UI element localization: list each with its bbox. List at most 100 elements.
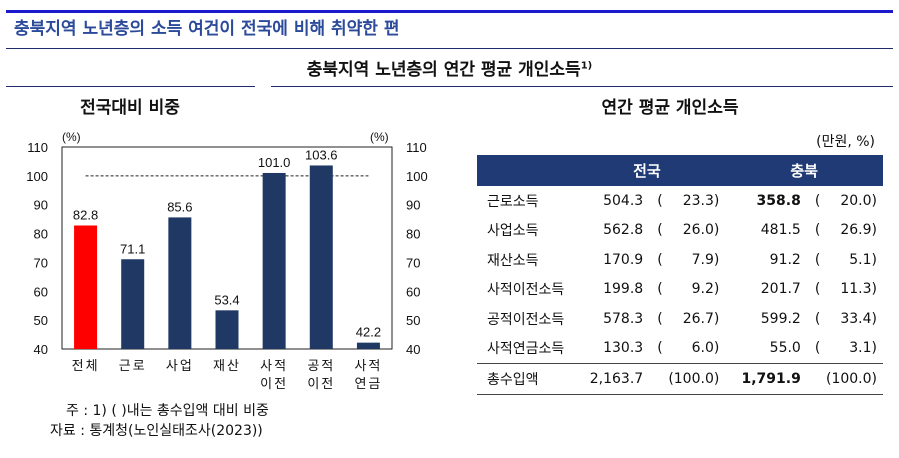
y-tick-right: 40 [406,342,420,357]
chungbuk-share: (100.0) [800,363,883,395]
y-tick-left: 80 [34,227,48,242]
y-tick-right: 110 [406,140,427,155]
chart-source: 자료 : 통계청(노인실태조사(2023)) [50,423,263,439]
table-row: 사적연금소득 130.3 (6.0) 55.0 (3.1) [477,334,883,364]
data-label: 101.0 [258,155,291,170]
data-label: 42.2 [356,325,381,340]
y-tick-left: 70 [34,255,48,270]
row-label: 총수입액 [477,363,569,395]
row-label: 사업소득 [487,223,539,240]
table-row-total: 총수입액 2,163.7 (100.0) 1,791.9 (100.0) [477,363,883,395]
chungbuk-value: 599.2 [760,310,801,327]
national-share-value: 7.9 [691,251,714,268]
x-tick-label: 사적 [260,358,288,373]
figure-title: 충북지역 노년층의 연간 평균 개인소득1) [0,55,899,80]
y-tick-right: 80 [406,227,420,242]
income-table: 전국 충북 근로소득 504.3 (23.3) 358.8 (20.0) 사업소… [477,155,883,395]
data-label: 82.8 [73,207,98,222]
data-label: 85.6 [167,199,192,214]
header-chungbuk: 충북 [725,155,883,186]
chungbuk-value: 1,791.9 [725,363,801,395]
chungbuk-value: 481.5 [760,222,801,239]
chungbuk-share: (11.3) [814,281,877,298]
chungbuk-value: 91.2 [769,251,801,268]
table-unit: (만원, %) [816,134,875,150]
data-label: 53.4 [214,292,239,307]
table-row: 사적이전소득 199.8 (9.2) 201.7 (11.3) [477,275,883,305]
chungbuk-share: (26.9) [814,222,877,239]
table-row: 공적이전소득 578.3 (26.7) 599.2 (33.4) [477,304,883,334]
bar-0 [74,225,98,349]
national-share: (9.2) [657,281,720,298]
national-value: 504.3 [603,192,644,209]
x-tick-label: 사업 [166,358,194,373]
header-national: 전국 [568,155,726,186]
national-share: (26.0) [657,222,720,239]
table-row: 사업소득 562.8 (26.0) 481.5 (26.9) [477,216,883,246]
national-value: 199.8 [603,281,644,298]
x-tick-label: 근로 [119,358,147,373]
row-label: 재산소득 [487,252,539,269]
y-tick-left: 110 [27,140,48,155]
bar-5 [309,165,333,349]
chungbuk-share-value: 20.0 [840,192,872,209]
top-rule [6,10,893,13]
y-tick-left: 50 [34,313,48,328]
national-share: (7.9) [657,251,720,268]
chungbuk-value: 358.8 [756,192,801,209]
header-blank [477,155,569,186]
chart-title: 전국대비 비중 [80,98,180,118]
national-share: (23.3) [657,192,720,209]
footnote-marker: 1) [580,60,593,72]
chungbuk-share: (33.4) [814,310,877,327]
national-share: (26.7) [657,310,720,327]
row-label: 사적연금소득 [487,341,565,358]
chungbuk-share-value: 26.9 [840,222,872,239]
x-tick-label: 공적 [307,358,335,373]
chungbuk-share-value: 3.1 [849,340,872,357]
figure-title-text: 충북지역 노년층의 연간 평균 개인소득 [306,60,581,80]
chart-note: 주 : 1) ( )내는 총수입액 대비 비중 [66,403,269,419]
x-tick-label: 이전 [307,376,335,391]
data-label: 71.1 [120,241,145,256]
divider-right [271,86,893,87]
x-tick-label: 사적 [354,358,382,373]
headline: 충북지역 노년층의 소득 여건이 전국에 비해 취약한 편 [14,19,400,39]
bar-2 [168,217,192,349]
y-tick-left: 60 [34,284,48,299]
x-tick-label: 연금 [354,376,382,391]
data-label: 103.6 [305,147,338,162]
table-row: 재산소득 170.9 (7.9) 91.2 (5.1) [477,245,883,275]
y-tick-right: 60 [406,284,420,299]
chungbuk-value: 55.0 [769,340,801,357]
divider-left [6,86,255,87]
chungbuk-share-value: 33.4 [840,310,872,327]
bar-4 [262,172,286,349]
chungbuk-value: 201.7 [760,281,801,298]
table-header-row: 전국 충북 [477,155,883,186]
bar-chart: 40 40 50 50 60 60 70 70 80 80 90 90 100 100 110 110 (%) (… [26,130,428,391]
national-value: 578.3 [603,310,644,327]
chungbuk-share: (3.1) [814,340,877,357]
chungbuk-share: (20.0) [814,192,877,209]
bar-6 [356,342,380,349]
national-value: 2,163.7 [568,363,644,395]
national-share-value: 6.0 [691,340,714,357]
national-value: 130.3 [603,340,644,357]
y-tick-left: 100 [26,169,48,184]
row-label: 근로소득 [487,193,539,210]
row-label: 공적이전소득 [487,311,565,328]
y-tick-right: 50 [406,313,420,328]
y-tick-right: 90 [406,198,420,213]
chungbuk-share: (5.1) [814,251,877,268]
national-value: 562.8 [603,222,644,239]
x-tick-label: 재산 [213,358,241,373]
table-title: 연간 평균 개인소득 [601,98,739,118]
y-tick-left: 90 [34,198,48,213]
y-unit-left: (%) [62,130,81,144]
national-share-value: 26.0 [682,222,714,239]
bar-1 [121,259,145,349]
y-tick-right: 100 [406,169,428,184]
national-share-value: 9.2 [691,281,714,298]
